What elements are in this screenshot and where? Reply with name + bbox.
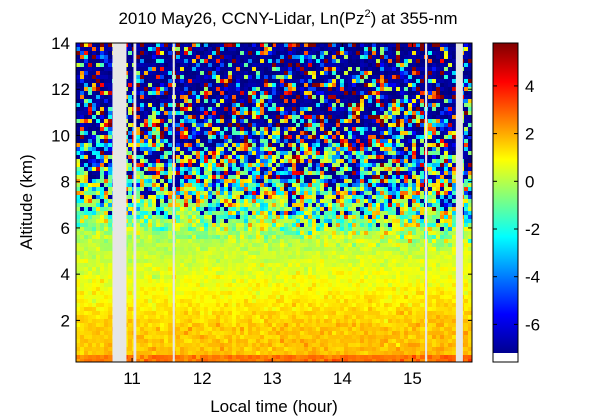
plot-frame	[75, 42, 473, 363]
y-tick-label: 12	[51, 80, 70, 99]
y-axis-label: Altitude (km)	[17, 154, 36, 249]
colorbar-ticks: 4 2 0 -2 -4 -6	[493, 77, 540, 334]
data-gap-0	[112, 43, 127, 362]
x-tick-label: 15	[403, 369, 422, 388]
chart-title: 2010 May26, CCNY-Lidar, Ln(Pz2) at 355-n…	[118, 8, 457, 28]
y-tick-label: 10	[51, 126, 70, 145]
y-tick-label: 14	[51, 34, 70, 53]
x-axis-label: Local time (hour)	[210, 397, 338, 416]
colorbar-tick-label: -2	[525, 220, 540, 239]
y-axis: 2 4 6 8 10 12 14	[51, 34, 472, 330]
colorbar-frame	[492, 42, 519, 363]
colorbar-tick-label: 0	[525, 172, 534, 191]
lidar-heatmap	[76, 43, 472, 362]
data-gap-3	[425, 43, 428, 362]
x-axis: 11 12 13 14 15	[123, 43, 422, 388]
x-tick-label: 12	[193, 369, 212, 388]
colorbar-tick-label: -6	[525, 315, 540, 334]
x-tick-label: 14	[333, 369, 352, 388]
y-tick-label: 8	[61, 173, 70, 192]
data-gap-1	[133, 43, 137, 362]
colorbar: 4 2 0 -2 -4 -6	[492, 42, 540, 363]
x-tick-label: 13	[263, 369, 282, 388]
data-gap-4	[455, 43, 463, 362]
colorbar-gradient	[493, 43, 518, 353]
colorbar-end-cap	[493, 353, 518, 362]
y-tick-label: 4	[61, 265, 70, 284]
colorbar-tick-label: 2	[525, 125, 534, 144]
colorbar-tick-label: 4	[525, 77, 534, 96]
data-gap-2	[172, 43, 175, 362]
colorbar-tick-label: -4	[525, 268, 540, 287]
x-tick-label: 11	[123, 369, 141, 388]
y-tick-label: 2	[61, 311, 70, 330]
y-tick-label: 6	[61, 219, 70, 238]
